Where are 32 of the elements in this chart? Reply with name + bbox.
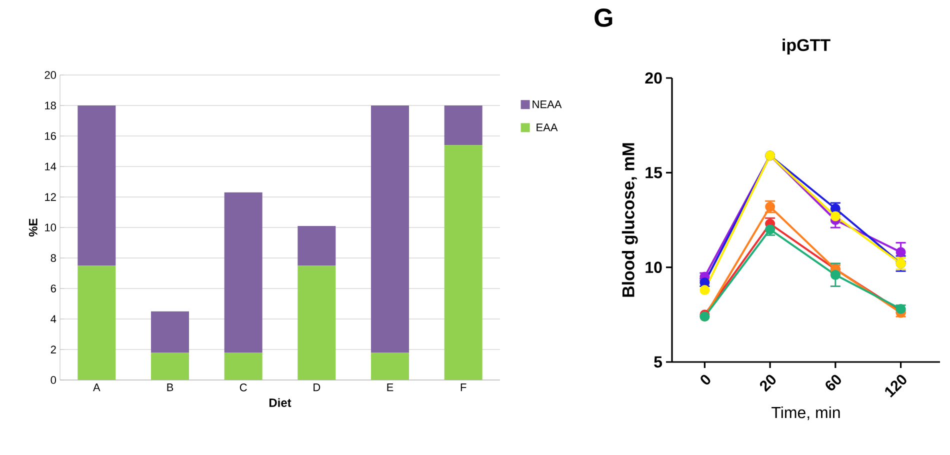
y-tick-label: 4 (50, 315, 56, 323)
x-tick-label: A (93, 384, 100, 392)
y-tick-label: 16 (45, 132, 56, 140)
x-tick-label: C (240, 384, 247, 392)
y-tick-label: 20 (645, 72, 662, 84)
y-axis-title: Blood glucose, mM (622, 143, 638, 297)
x-tick-label: B (167, 384, 174, 392)
x-tick-label: 20 (760, 374, 776, 392)
legend-label: EAA (536, 124, 558, 132)
x-axis-title: Time, min (772, 406, 840, 420)
y-tick-label: 14 (45, 162, 56, 170)
y-tick-label: 6 (50, 284, 56, 292)
y-tick-label: 18 (45, 102, 56, 110)
y-tick-label: 12 (45, 193, 56, 201)
x-tick-label: F (460, 384, 466, 392)
y-tick-label: 10 (646, 262, 662, 273)
x-tick-label: E (387, 384, 394, 392)
chart-title: ipGTT (782, 38, 830, 54)
x-tick-label: 120 (885, 374, 906, 398)
legend-label: NEAA (532, 100, 562, 108)
y-axis-title: %E (28, 218, 38, 237)
x-tick-label: D (314, 384, 320, 392)
y-tick-label: 10 (45, 224, 56, 232)
y-tick-label: 5 (654, 356, 662, 368)
text: G (594, 8, 612, 27)
y-tick-label: 20 (44, 71, 56, 79)
y-tick-label: 2 (50, 346, 56, 354)
x-tick-label: 60 (826, 374, 841, 390)
y-tick-label: 8 (50, 254, 56, 262)
y-tick-label: 15 (646, 167, 662, 178)
x-axis-title: Diet (269, 398, 292, 407)
x-tick-label: 0 (700, 374, 710, 384)
